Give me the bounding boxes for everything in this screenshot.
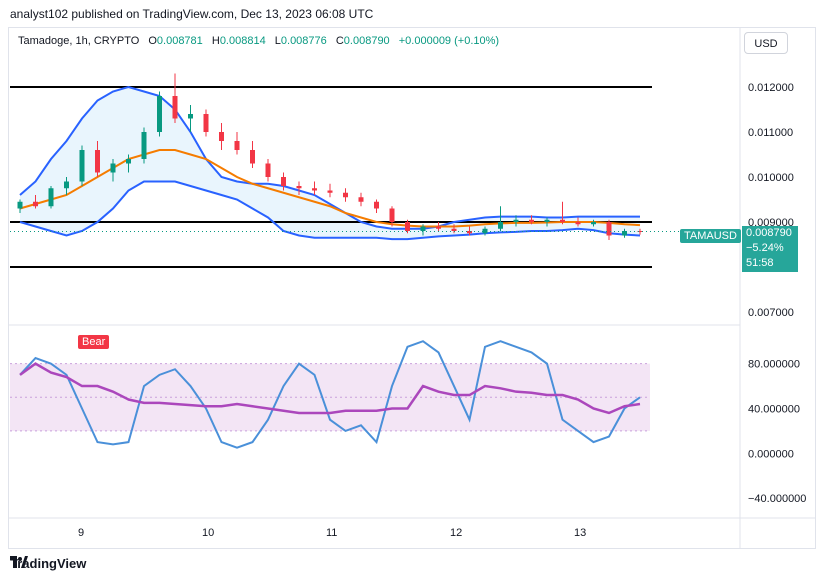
close-value: 0.008790 xyxy=(343,35,390,47)
stochastic-line xyxy=(19,340,641,449)
bollinger-lower-line xyxy=(19,180,641,241)
time-tick-label: 12 xyxy=(450,527,462,539)
low-label: L xyxy=(274,35,281,47)
price-change-pct: −5.24% xyxy=(746,242,784,254)
footer-brand: TradingView xyxy=(10,556,87,571)
candle-body xyxy=(343,192,348,198)
candle-body xyxy=(48,188,54,207)
publisher-line: analyst102 published on TradingView.com,… xyxy=(10,7,374,21)
candle-body xyxy=(219,132,224,141)
time-tick-label: 13 xyxy=(574,527,586,539)
candle-body xyxy=(544,219,550,222)
oscillator-tick-label: 0.000000 xyxy=(748,448,794,460)
candle-body xyxy=(327,190,333,193)
price-tick-label: 0.007000 xyxy=(748,307,794,319)
bollinger-band-fill xyxy=(20,87,640,240)
candle-body xyxy=(529,219,534,222)
chart-frame xyxy=(8,27,816,549)
last-price: 0.008790 xyxy=(746,227,792,239)
candle-body xyxy=(157,96,162,132)
candle-body xyxy=(79,150,85,182)
price-tick-label: 0.011000 xyxy=(748,127,793,139)
time-tick-label: 10 xyxy=(202,527,214,539)
candle-body xyxy=(405,222,410,231)
time-tick-label: 11 xyxy=(326,527,337,539)
candle-body xyxy=(110,163,116,173)
candle-body xyxy=(172,96,178,119)
open-label: O xyxy=(148,35,157,47)
candle-body xyxy=(234,141,240,150)
low-value: 0.008776 xyxy=(280,35,327,47)
candle-body xyxy=(358,197,364,202)
candle-body xyxy=(560,219,565,222)
oscillator-tick-label: 80.000000 xyxy=(748,359,800,371)
candle-body xyxy=(513,219,519,222)
oscillator-tick-label: −40.000000 xyxy=(748,493,806,505)
candle-body xyxy=(250,150,255,164)
candle-body xyxy=(17,201,23,209)
change-value: +0.000009 (+0.10%) xyxy=(398,35,500,47)
candle-body xyxy=(33,201,38,207)
candle-body xyxy=(95,150,100,173)
candle-body xyxy=(188,114,193,119)
candle-body xyxy=(451,228,457,231)
candle-body xyxy=(637,231,643,232)
tradingview-logo-icon xyxy=(10,556,28,568)
candle-body xyxy=(482,228,488,234)
bollinger-middle-line xyxy=(19,149,641,228)
ticker-tag: TAMAUSD xyxy=(680,229,741,243)
close-label: C xyxy=(335,35,344,47)
candle-body xyxy=(420,226,426,231)
candle-body xyxy=(591,222,596,225)
rsi-line xyxy=(19,362,641,415)
bollinger-upper-line xyxy=(19,85,640,230)
bar-countdown: 51:58 xyxy=(746,257,774,269)
open-value: 0.008781 xyxy=(156,35,203,47)
price-tick-label: 0.010000 xyxy=(748,172,794,184)
ohlc-legend: Tamadoge, 1h, CRYPTO O0.008781 H0.008814… xyxy=(18,35,499,47)
candle-body xyxy=(64,181,69,189)
candle-body xyxy=(467,231,472,234)
high-value: 0.008814 xyxy=(219,35,266,47)
candle-body xyxy=(374,201,379,209)
candle-body xyxy=(498,222,503,229)
tradingview-logo: TradingView xyxy=(10,556,86,571)
high-label: H xyxy=(211,35,220,47)
bear-signal-label: Bear xyxy=(78,335,110,349)
candle-body xyxy=(126,159,131,164)
symbol-label: Tamadoge, 1h, CRYPTO xyxy=(18,35,140,47)
candle-body xyxy=(296,186,302,189)
candle-body xyxy=(436,226,441,229)
price-tick-label: 0.012000 xyxy=(748,82,794,94)
candle-body xyxy=(141,132,147,159)
last-price-box: 0.008790 −5.24% 51:58 xyxy=(742,226,798,272)
candle-body xyxy=(575,222,581,225)
oscillator-tick-label: 40.000000 xyxy=(748,403,800,415)
candle-body xyxy=(265,163,271,177)
candle-body xyxy=(622,231,627,236)
candle-body xyxy=(606,222,612,236)
candle-body xyxy=(281,177,286,186)
candle-body xyxy=(312,188,317,191)
time-tick-label: 9 xyxy=(78,527,84,539)
candle-body xyxy=(203,114,209,132)
candle-body xyxy=(389,208,395,222)
currency-button[interactable]: USD xyxy=(744,32,788,54)
